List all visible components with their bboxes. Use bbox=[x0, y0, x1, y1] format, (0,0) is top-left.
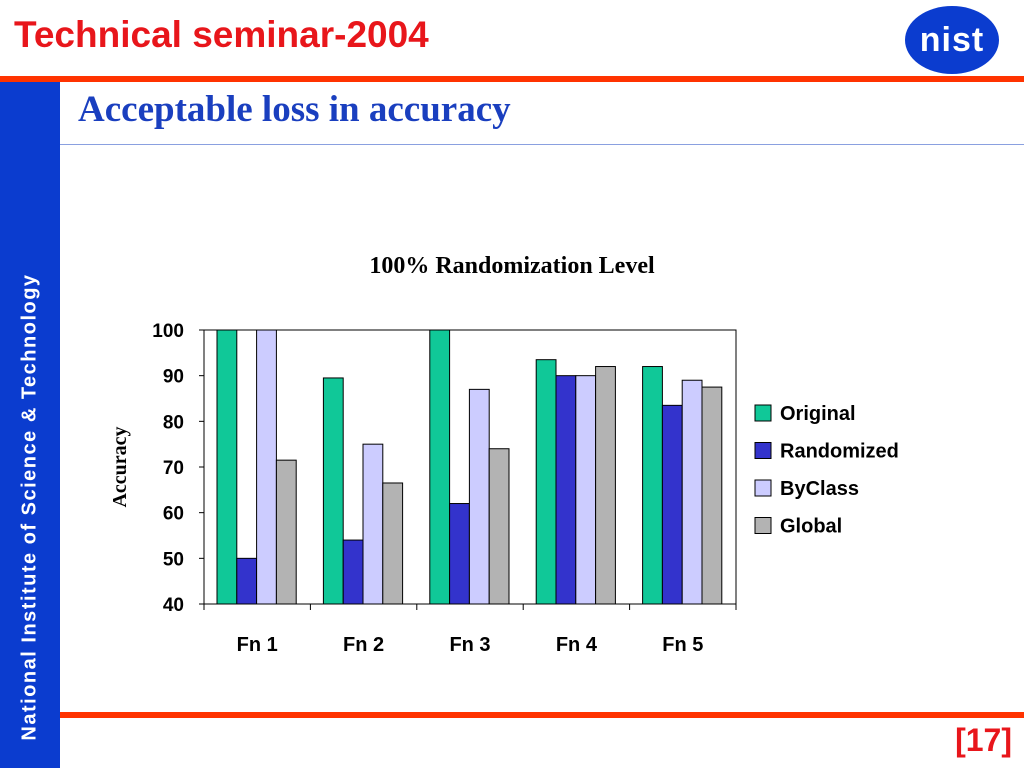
header-divider bbox=[0, 76, 1024, 82]
y-tick-label: 80 bbox=[163, 412, 184, 433]
x-tick-label: Fn 5 bbox=[662, 634, 703, 656]
y-tick-label: 50 bbox=[163, 549, 184, 570]
page-number: [17] bbox=[955, 722, 1012, 758]
legend-swatch-randomized bbox=[754, 442, 772, 459]
bar-randomized bbox=[661, 404, 683, 605]
legend-swatch-byclass bbox=[754, 479, 772, 497]
footer-divider bbox=[60, 712, 1024, 718]
bar-original bbox=[535, 359, 557, 605]
bar-byclass bbox=[681, 379, 703, 605]
bar-randomized bbox=[342, 539, 364, 605]
sidebar-institute-name: National Institute of Science & Technolo… bbox=[18, 273, 41, 741]
y-axis-label: Accuracy bbox=[109, 426, 131, 507]
bar-global bbox=[382, 482, 404, 605]
y-tick-label: 90 bbox=[163, 367, 184, 388]
slide-subtitle: Acceptable loss in accuracy bbox=[78, 89, 511, 130]
bar-original bbox=[216, 329, 238, 605]
nist-logo: nist bbox=[905, 6, 999, 74]
bar-global bbox=[488, 448, 510, 605]
sidebar: National Institute of Science & Technolo… bbox=[0, 82, 60, 768]
x-tick-label: Fn 3 bbox=[449, 634, 490, 656]
bar-byclass bbox=[256, 329, 277, 605]
logo-text: nist bbox=[919, 20, 985, 59]
legend-label: Global bbox=[780, 516, 842, 538]
y-tick-label: 70 bbox=[163, 458, 184, 479]
x-tick-label: Fn 1 bbox=[237, 634, 278, 656]
bar-randomized bbox=[236, 557, 258, 605]
y-tick-label: 40 bbox=[163, 595, 184, 616]
slide-title: Technical seminar-2004 bbox=[14, 14, 429, 55]
bar-randomized bbox=[449, 503, 470, 605]
bar-byclass bbox=[575, 375, 597, 605]
subtitle-divider bbox=[60, 144, 1024, 145]
y-tick-label: 100 bbox=[152, 321, 184, 342]
bar-global bbox=[275, 459, 297, 605]
chart-title: 100% Randomization Level bbox=[369, 253, 655, 279]
legend-label: Original bbox=[780, 403, 856, 425]
bar-byclass bbox=[362, 443, 384, 605]
bar-original bbox=[642, 366, 663, 605]
bar-original bbox=[322, 377, 344, 605]
bar-global bbox=[701, 386, 723, 605]
bar-original bbox=[429, 329, 451, 605]
bar-chart: 100% Randomization Level 100 90 80 70 60 50 40 A… bbox=[109, 253, 899, 656]
x-tick-label: Fn 4 bbox=[556, 634, 598, 656]
legend-label: ByClass bbox=[780, 478, 859, 500]
x-tick-label: Fn 2 bbox=[343, 634, 384, 656]
bar-global bbox=[595, 366, 616, 605]
legend-label: Randomized bbox=[780, 441, 899, 463]
legend-swatch-original bbox=[754, 404, 772, 422]
legend-swatch-global bbox=[754, 517, 772, 534]
bar-randomized bbox=[555, 375, 577, 605]
y-tick-label: 60 bbox=[163, 504, 184, 525]
bar-byclass bbox=[468, 388, 490, 605]
